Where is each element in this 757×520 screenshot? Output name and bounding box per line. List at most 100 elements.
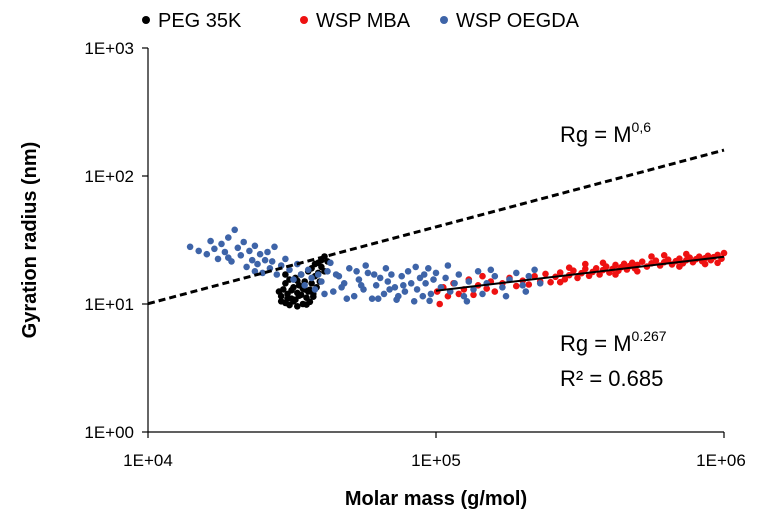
data-point <box>634 268 641 275</box>
data-point <box>419 292 427 300</box>
data-point <box>338 284 345 291</box>
data-point <box>311 286 319 293</box>
data-point <box>422 280 429 287</box>
data-point <box>391 284 399 291</box>
y-tick-label: 1E+02 <box>84 167 134 186</box>
data-point <box>324 268 331 275</box>
fit-trendline <box>435 255 725 292</box>
data-point <box>660 252 668 259</box>
data-point <box>384 278 392 285</box>
data-point <box>400 282 407 289</box>
data-point <box>413 286 421 293</box>
data-point <box>372 282 380 289</box>
data-point <box>288 287 295 294</box>
data-point <box>214 255 222 263</box>
power-law-reference-line <box>147 148 725 306</box>
data-point <box>237 252 245 259</box>
data-point <box>327 259 334 267</box>
data-point <box>286 266 293 274</box>
data-point <box>536 280 544 287</box>
legend-label-wsp-mba: WSP MBA <box>316 10 411 32</box>
fit2-exponent: 0.267 <box>632 328 667 344</box>
fit-lines <box>147 148 725 306</box>
data-point <box>401 288 409 295</box>
data-point <box>470 286 477 293</box>
data-point <box>465 278 473 285</box>
data-point <box>321 290 328 298</box>
data-point <box>248 256 256 264</box>
data-point <box>382 265 390 272</box>
x-tick-label: 1E+04 <box>123 451 173 470</box>
data-point <box>243 263 250 271</box>
data-point <box>444 262 452 269</box>
data-point <box>426 297 433 305</box>
data-point <box>410 298 418 305</box>
data-point <box>525 272 533 280</box>
data-point <box>701 260 709 268</box>
data-point <box>186 243 194 251</box>
data-point <box>427 290 435 298</box>
data-point <box>676 263 683 270</box>
data-point <box>207 237 214 245</box>
data-point <box>388 271 395 278</box>
data-point <box>398 272 406 280</box>
data-point <box>346 265 353 272</box>
data-point <box>404 268 412 275</box>
data-point <box>203 250 211 258</box>
data-point <box>251 242 259 250</box>
data-point <box>612 261 619 269</box>
data-point <box>246 247 253 255</box>
legend-marker-peg35k <box>142 16 150 24</box>
data-point <box>343 295 351 303</box>
data-point <box>430 276 437 283</box>
data-point <box>282 271 289 278</box>
series-2 <box>186 226 544 305</box>
data-point <box>628 259 636 267</box>
legend-marker-wsp-oegda <box>440 16 448 24</box>
data-point <box>556 269 564 276</box>
data-point <box>362 262 370 269</box>
data-point <box>499 284 506 291</box>
data-point <box>254 260 261 268</box>
legend: PEG 35K WSP MBA WSP OEGDA <box>142 10 580 32</box>
data-point <box>221 248 229 256</box>
r-squared-annotation: R² = 0.685 <box>560 366 663 391</box>
data-point <box>234 244 242 252</box>
data-point <box>231 226 238 234</box>
data-point <box>355 276 363 283</box>
data-point <box>582 265 589 273</box>
data-point <box>522 288 530 295</box>
data-point <box>225 234 232 241</box>
data-point <box>301 282 309 289</box>
data-point <box>592 265 600 272</box>
data-point <box>268 258 276 265</box>
data-point <box>676 255 683 262</box>
y-axis-title: Gyration radius (nm) <box>19 142 41 339</box>
data-point <box>376 274 384 282</box>
data-point <box>487 266 495 274</box>
data-point <box>304 266 312 274</box>
data-point <box>218 240 225 248</box>
data-point <box>425 265 432 272</box>
data-point <box>432 269 440 277</box>
data-point <box>582 260 589 268</box>
data-point <box>310 293 317 301</box>
data-point <box>491 272 499 280</box>
data-point <box>565 264 573 272</box>
data-point <box>620 260 628 268</box>
data-point <box>531 272 538 280</box>
data-point <box>370 271 378 278</box>
data-point <box>460 292 468 300</box>
data-point <box>470 291 477 299</box>
data-point <box>474 268 482 275</box>
fit1-exponent: 0,6 <box>632 119 652 135</box>
data-point <box>353 268 360 275</box>
data-point <box>412 263 420 271</box>
data-point <box>612 271 619 278</box>
fit2-base: Rg = M <box>560 331 632 356</box>
data-point <box>318 278 325 285</box>
data-point <box>502 292 510 300</box>
data-point <box>463 298 471 305</box>
y-tick-label: 1E+00 <box>84 423 134 442</box>
